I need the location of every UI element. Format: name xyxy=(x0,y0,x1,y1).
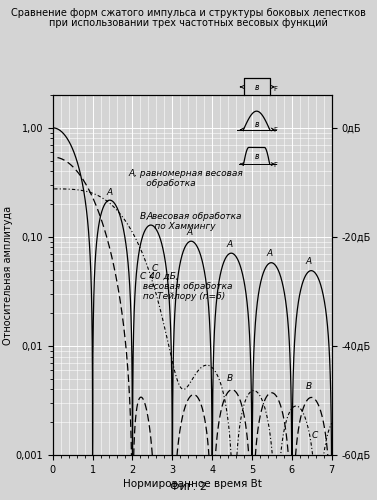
Text: С 40 дБ,
 весовая обработка
 по Тейлору (n=6): С 40 дБ, весовая обработка по Тейлору (n… xyxy=(141,272,233,302)
Text: А: А xyxy=(186,228,193,237)
Text: F: F xyxy=(273,127,277,133)
Text: В: В xyxy=(226,374,232,383)
Text: в: в xyxy=(254,82,259,92)
Text: Фиг. 2: Фиг. 2 xyxy=(170,482,207,492)
Text: Сравнение форм сжатого импульса и структуры боковых лепестков: Сравнение форм сжатого импульса и структ… xyxy=(11,8,366,18)
Text: А: А xyxy=(306,257,312,266)
X-axis label: Нормированное время Bt: Нормированное время Bt xyxy=(123,479,262,489)
Text: F: F xyxy=(273,86,277,92)
Text: в: в xyxy=(254,120,259,128)
Text: В: В xyxy=(306,382,312,391)
Text: В, весовая обработка
     по Хаммингу: В, весовая обработка по Хаммингу xyxy=(141,212,242,231)
Text: А: А xyxy=(266,249,272,258)
Text: F: F xyxy=(273,162,277,168)
Text: А: А xyxy=(147,212,153,221)
Text: С: С xyxy=(152,264,158,273)
Text: А: А xyxy=(226,240,232,248)
Text: А, равномерная весовая
      обработка: А, равномерная весовая обработка xyxy=(129,169,243,188)
Text: при использовании трех частотных весовых функций: при использовании трех частотных весовых… xyxy=(49,18,328,28)
Text: С: С xyxy=(311,431,318,440)
Text: в: в xyxy=(254,152,259,161)
Y-axis label: Относительная амплитуда: Относительная амплитуда xyxy=(3,206,13,344)
Text: А: А xyxy=(107,188,113,196)
